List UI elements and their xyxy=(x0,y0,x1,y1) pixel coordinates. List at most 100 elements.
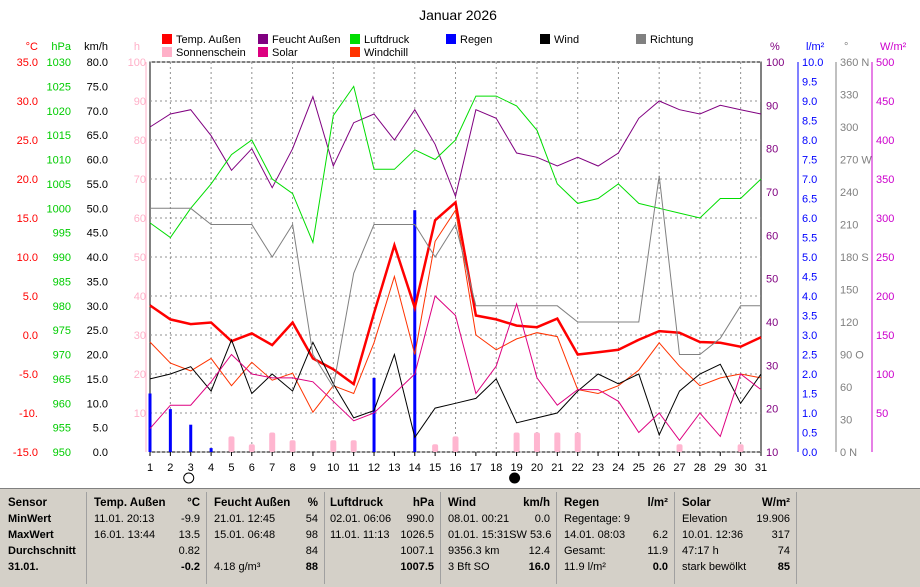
stats-unit: W/m² xyxy=(761,497,790,509)
stats-title: Temp. Außen xyxy=(94,497,166,509)
wind-axis-unit: km/h xyxy=(84,41,108,53)
stats-cell-value: 990.0 xyxy=(406,513,434,525)
rain-bar xyxy=(413,210,417,452)
rain-bar xyxy=(189,424,193,452)
sunshine-axis-tick: 30 xyxy=(134,330,146,342)
rain-axis-tick: 2.0 xyxy=(802,369,817,381)
x-tick-label: 8 xyxy=(290,462,296,474)
stats-panel-rain: Regen l/m² Regentage: 9 14.01. 08:03 6.2 Gesa… xyxy=(560,492,675,584)
stats-panel-solar: Solar W/m² Elevation 19.906 10.01. 12:36 317 4… xyxy=(678,492,797,584)
wind-axis-tick: 35.0 xyxy=(87,276,108,288)
sunshine-axis-tick: 60 xyxy=(134,213,146,225)
wind-axis-tick: 45.0 xyxy=(87,228,108,240)
rain-axis-tick: 5.0 xyxy=(802,252,817,264)
x-tick-label: 18 xyxy=(490,462,502,474)
stats-cell-label: 01.01. 15:31SW 53.6 xyxy=(448,529,552,541)
stats-cell-value: 0.0 xyxy=(534,513,550,525)
rain-axis-tick: 5.5 xyxy=(802,233,817,245)
label-current-date: 31.01. xyxy=(8,561,39,573)
x-tick-label: 16 xyxy=(449,462,461,474)
sunshine-axis-tick: 50 xyxy=(134,252,146,264)
wind-axis-tick: 55.0 xyxy=(87,179,108,191)
stats-cell-value: 13.5 xyxy=(178,529,200,541)
solar-axis-tick: 150 xyxy=(876,330,894,342)
humidity-axis-tick: 30 xyxy=(766,360,778,372)
stats-cell-label: stark bewölkt xyxy=(682,561,747,573)
label-max: MaxWert xyxy=(8,529,54,541)
x-tick-label: 20 xyxy=(531,462,543,474)
rain-axis-tick: 1.0 xyxy=(802,408,817,420)
rain-bar xyxy=(372,377,376,452)
x-tick-label: 27 xyxy=(673,462,685,474)
sunshine-bar xyxy=(228,436,235,452)
series-line-feucht-au-en xyxy=(149,95,762,198)
rain-axis-tick: 1.5 xyxy=(802,389,817,401)
stats-cell-label: Regentage: 9 xyxy=(564,513,631,525)
wind-axis-tick: 40.0 xyxy=(87,252,108,264)
legend-swatch xyxy=(162,34,172,44)
pressure-axis-tick: 965 xyxy=(53,374,71,386)
legend-label: Luftdruck xyxy=(364,34,410,46)
rain-axis-tick: 3.0 xyxy=(802,330,817,342)
rain-bar xyxy=(209,448,213,452)
temp-axis-tick: 5.0 xyxy=(23,291,38,303)
pressure-axis-unit: hPa xyxy=(51,41,71,53)
rain-axis-tick: 4.5 xyxy=(802,272,817,284)
stats-cell-value: -0.2 xyxy=(181,561,200,573)
wind-axis-tick: 75.0 xyxy=(87,81,108,93)
direction-axis-tick: 60 xyxy=(840,382,852,394)
pressure-axis-tick: 970 xyxy=(53,350,71,362)
chart-title: Januar 2026 xyxy=(419,7,497,23)
stats-cell-value: 1026.5 xyxy=(400,529,434,541)
humidity-axis-tick: 40 xyxy=(766,317,778,329)
rain-axis-tick: 8.0 xyxy=(802,135,817,147)
rain-axis-tick: 7.5 xyxy=(802,155,817,167)
stats-cell-label: 11.01. 11:13 xyxy=(330,529,390,541)
chart-bars xyxy=(148,210,744,452)
x-tick-label: 21 xyxy=(551,462,563,474)
solar-axis-tick: 250 xyxy=(876,252,894,264)
legend-swatch xyxy=(258,34,268,44)
stats-cell-value: 0.82 xyxy=(178,545,200,557)
x-tick-label: 2 xyxy=(167,462,173,474)
x-tick-label: 12 xyxy=(368,462,380,474)
x-axis: 1 2 3 4 5 6 7 8 9 10 11 12 13 14 15 16 17 18 19 20 21 22 23 24 2… xyxy=(147,452,767,484)
stats-cell-value: 1007.1 xyxy=(400,545,434,557)
series-line-temp-au-en xyxy=(149,200,762,387)
wind-axis-tick: 50.0 xyxy=(87,203,108,215)
pressure-axis-tick: 1005 xyxy=(47,179,71,191)
x-tick-label: 15 xyxy=(429,462,441,474)
stats-cell-label: 11.9 l/m² xyxy=(564,561,606,573)
pressure-axis-tick: 955 xyxy=(53,423,71,435)
weather-chart: Januar 2026 Temp. Außen Feucht Außen Luftd… xyxy=(13,7,907,484)
direction-axis-tick: 180 S xyxy=(840,252,869,264)
stats-unit: % xyxy=(307,497,318,509)
sunshine-bar xyxy=(574,432,581,452)
rain-axis-tick: 6.0 xyxy=(802,213,817,225)
x-tick-label: 25 xyxy=(633,462,645,474)
pressure-axis-tick: 1020 xyxy=(47,106,71,118)
wind-axis-tick: 5.0 xyxy=(93,423,108,435)
direction-axis-tick: 300 xyxy=(840,122,858,134)
x-tick-label: 24 xyxy=(612,462,624,474)
stats-panel-temp: Temp. Außen °C 11.01. 20:13 -9.9 16.01. 13:4… xyxy=(90,492,207,584)
pressure-axis-tick: 1030 xyxy=(47,57,71,69)
temp-axis-unit: °C xyxy=(26,41,38,53)
stats-cell-value: 19.906 xyxy=(756,513,790,525)
statistics-panel: Sensor MinWert MaxWert Durchschnitt 31.0… xyxy=(0,488,920,587)
direction-axis-tick: 210 xyxy=(840,220,858,232)
legend-swatch xyxy=(350,34,360,44)
x-tick-label: 1 xyxy=(147,462,153,474)
rain-axis-tick: 9.5 xyxy=(802,77,817,89)
humidity-axis-tick: 50 xyxy=(766,274,778,286)
direction-axis-tick: 90 O xyxy=(840,350,864,362)
pressure-axis-tick: 1010 xyxy=(47,155,71,167)
legend-swatch xyxy=(540,34,550,44)
stats-title: Feucht Außen xyxy=(214,497,291,509)
pressure-axis-tick: 1015 xyxy=(47,130,71,142)
stats-unit: km/h xyxy=(523,497,550,509)
wind-axis-tick: 60.0 xyxy=(87,155,108,167)
solar-axis-tick: 200 xyxy=(876,291,894,303)
temp-axis-tick: 35.0 xyxy=(17,57,38,69)
legend-label: Wind xyxy=(554,34,579,46)
